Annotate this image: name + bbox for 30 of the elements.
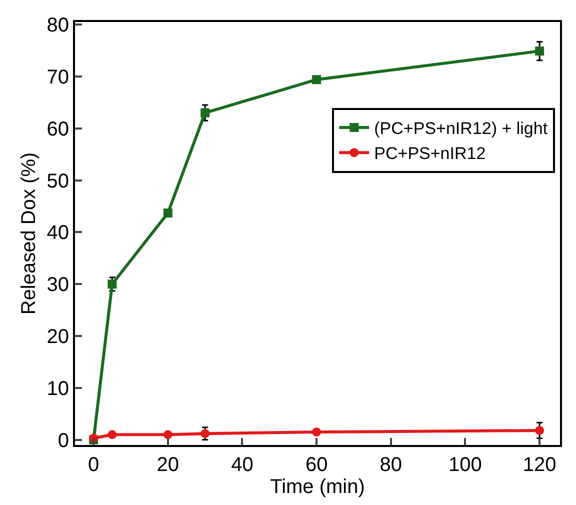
y-tick-label: 70 <box>46 66 69 88</box>
y-tick-label: 10 <box>46 378 69 400</box>
x-tick-label: 60 <box>305 454 328 476</box>
point <box>108 280 117 289</box>
x-tick-label: 80 <box>380 454 402 476</box>
x-tick-label: 20 <box>156 454 180 476</box>
x-axis-title: Time (min) <box>270 476 365 498</box>
point <box>535 46 544 56</box>
point <box>200 108 210 118</box>
point <box>312 75 322 84</box>
y-tick-label: 30 <box>46 274 69 296</box>
point <box>200 429 210 438</box>
y-tick-label: 50 <box>46 170 69 192</box>
point <box>312 428 322 437</box>
point <box>163 208 172 218</box>
y-tick-label: 40 <box>46 222 69 244</box>
legend-label: PC+PS+nIR12 <box>374 144 486 164</box>
point <box>163 430 172 440</box>
x-tick-label: 0 <box>88 454 100 476</box>
point <box>108 430 117 440</box>
y-tick-label: 20 <box>46 326 69 348</box>
x-tick-label: 100 <box>448 454 482 476</box>
x-tick-label: 40 <box>231 454 254 476</box>
x-tick-label: 120 <box>522 454 556 476</box>
legend-label: (PC+PS+nIR12) + light <box>374 119 548 138</box>
y-tick-label: 60 <box>46 118 69 140</box>
y-tick-label: 80 <box>46 14 69 37</box>
y-axis-title: Released Dox (%) <box>18 152 40 315</box>
y-tick-label: 0 <box>58 430 69 452</box>
point <box>535 426 544 435</box>
